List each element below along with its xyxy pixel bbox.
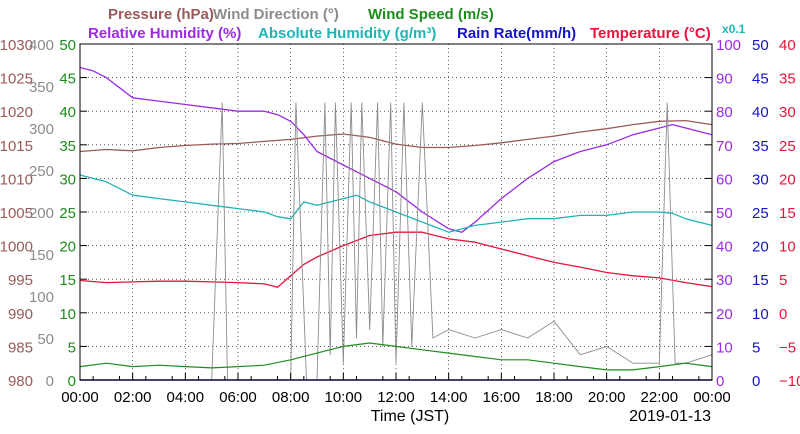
x-tick-label: 16:00 <box>483 389 521 406</box>
legend-pressure: Pressure (hPa) <box>108 6 214 23</box>
x-tick-label: 22:00 <box>641 389 679 406</box>
wind_speed-tick-label: 10 <box>59 306 76 323</box>
wind_direction-tick-label: 300 <box>29 121 54 138</box>
temperature-tick-label: 0 <box>779 306 787 323</box>
rain_rate-tick-label: 10 <box>752 306 769 323</box>
relative_humidity-tick-label: 0 <box>716 373 724 390</box>
wind_speed-tick-label: 45 <box>59 71 76 88</box>
pressure-tick-label: 1000 <box>0 239 33 256</box>
rain_rate-tick-label: 30 <box>752 171 769 188</box>
wind_speed-tick-label: 50 <box>59 37 76 54</box>
relative_humidity-tick-label: 100 <box>716 37 741 54</box>
x-tick-label: 14:00 <box>430 389 468 406</box>
wind_speed-tick-label: 20 <box>59 239 76 256</box>
relative_humidity-tick-label: 50 <box>716 205 733 222</box>
x-tick-label: 10:00 <box>325 389 363 406</box>
pressure-tick-label: 1010 <box>0 171 33 188</box>
legend-scale-note: x0.1 <box>722 22 746 36</box>
series-line-3 <box>79 231 713 288</box>
temperature-tick-label: −10 <box>779 373 800 390</box>
temperature-tick-label: 25 <box>779 138 796 155</box>
series-line-5 <box>79 342 713 371</box>
wind_speed-tick-label: 40 <box>59 104 76 121</box>
wind_direction-tick-label: 400 <box>29 37 54 54</box>
temperature-tick-label: 35 <box>779 71 796 88</box>
x-tick-label: 12:00 <box>377 389 415 406</box>
legend-wind-speed: Wind Speed (m/s) <box>368 6 494 23</box>
x-tick-label: 00:00 <box>61 389 99 406</box>
x-tick-label: 02:00 <box>114 389 152 406</box>
wind_direction-tick-label: 150 <box>29 247 54 264</box>
wind_speed-tick-label: 25 <box>59 205 76 222</box>
wind_speed-tick-label: 30 <box>59 171 76 188</box>
rain_rate-tick-label: 20 <box>752 239 769 256</box>
rain_rate-tick-label: 5 <box>752 339 760 356</box>
wind_direction-tick-label: 50 <box>37 331 54 348</box>
relative_humidity-tick-label: 30 <box>716 272 733 289</box>
series-line-2 <box>79 174 713 233</box>
rain_rate-tick-label: 50 <box>752 37 769 54</box>
date-label: 2019-01-13 <box>629 408 711 425</box>
relative_humidity-tick-label: 10 <box>716 339 733 356</box>
rain_rate-tick-label: 15 <box>752 272 769 289</box>
wind_direction-tick-label: 200 <box>29 205 54 222</box>
pressure-tick-label: 1005 <box>0 205 33 222</box>
temperature-tick-label: −5 <box>779 339 796 356</box>
relative_humidity-tick-label: 40 <box>716 239 733 256</box>
relative_humidity-tick-label: 60 <box>716 171 733 188</box>
pressure-tick-label: 985 <box>8 339 33 356</box>
relative_humidity-tick-label: 70 <box>716 138 733 155</box>
wind_speed-tick-label: 0 <box>68 373 76 390</box>
legend-relative-humidity: Relative Humidity (%) <box>88 25 241 42</box>
x-tick-label: 00:00 <box>693 389 731 406</box>
pressure-tick-label: 1015 <box>0 138 33 155</box>
series-line-0 <box>79 119 713 153</box>
legend-temperature: Temperature (°C) <box>590 25 711 42</box>
wind_direction-tick-label: 250 <box>29 163 54 180</box>
series-layer <box>79 66 713 381</box>
rain_rate-tick-label: 0 <box>752 373 760 390</box>
legend-absolute-humidity: Absolute Humidity (g/m³) <box>258 25 436 42</box>
x-tick-label: 18:00 <box>535 389 573 406</box>
wind_direction-tick-label: 100 <box>29 289 54 306</box>
x-axis-label: Time (JST) <box>371 408 450 425</box>
x-tick-label: 06:00 <box>219 389 257 406</box>
rain_rate-tick-label: 40 <box>752 104 769 121</box>
pressure-tick-label: 980 <box>8 373 33 390</box>
legend-rain-rate: Rain Rate(mm/h) <box>457 25 576 42</box>
temperature-tick-label: 40 <box>779 37 796 54</box>
pressure-tick-label: 995 <box>8 272 33 289</box>
x-tick-label: 04:00 <box>167 389 205 406</box>
temperature-tick-label: 15 <box>779 205 796 222</box>
rain_rate-tick-label: 45 <box>752 71 769 88</box>
legend-wind-direction: Wind Direction (°) <box>213 6 339 23</box>
pressure-tick-label: 1020 <box>0 104 33 121</box>
temperature-tick-label: 30 <box>779 104 796 121</box>
tick-layer: 00:00 02:00 04:00 06:00 08:00 10:00 12:00 14:00… <box>0 37 800 406</box>
relative_humidity-tick-label: 20 <box>716 306 733 323</box>
relative_humidity-tick-label: 80 <box>716 104 733 121</box>
wind_speed-tick-label: 15 <box>59 272 76 289</box>
temperature-tick-label: 5 <box>779 272 787 289</box>
wind_speed-tick-label: 5 <box>68 339 76 356</box>
relative_humidity-tick-label: 90 <box>716 71 733 88</box>
pressure-tick-label: 990 <box>8 306 33 323</box>
series-line-1 <box>79 66 713 233</box>
temperature-tick-label: 10 <box>779 239 796 256</box>
wind_direction-tick-label: 0 <box>46 373 54 390</box>
temperature-tick-label: 20 <box>779 171 796 188</box>
rain_rate-tick-label: 35 <box>752 138 769 155</box>
pressure-tick-label: 1030 <box>0 37 33 54</box>
pressure-tick-label: 1025 <box>0 71 33 88</box>
x-tick-label: 20:00 <box>588 389 626 406</box>
wind_speed-tick-label: 35 <box>59 138 76 155</box>
wind_direction-tick-label: 350 <box>29 79 54 96</box>
rain_rate-tick-label: 25 <box>752 205 769 222</box>
x-tick-label: 08:00 <box>272 389 310 406</box>
